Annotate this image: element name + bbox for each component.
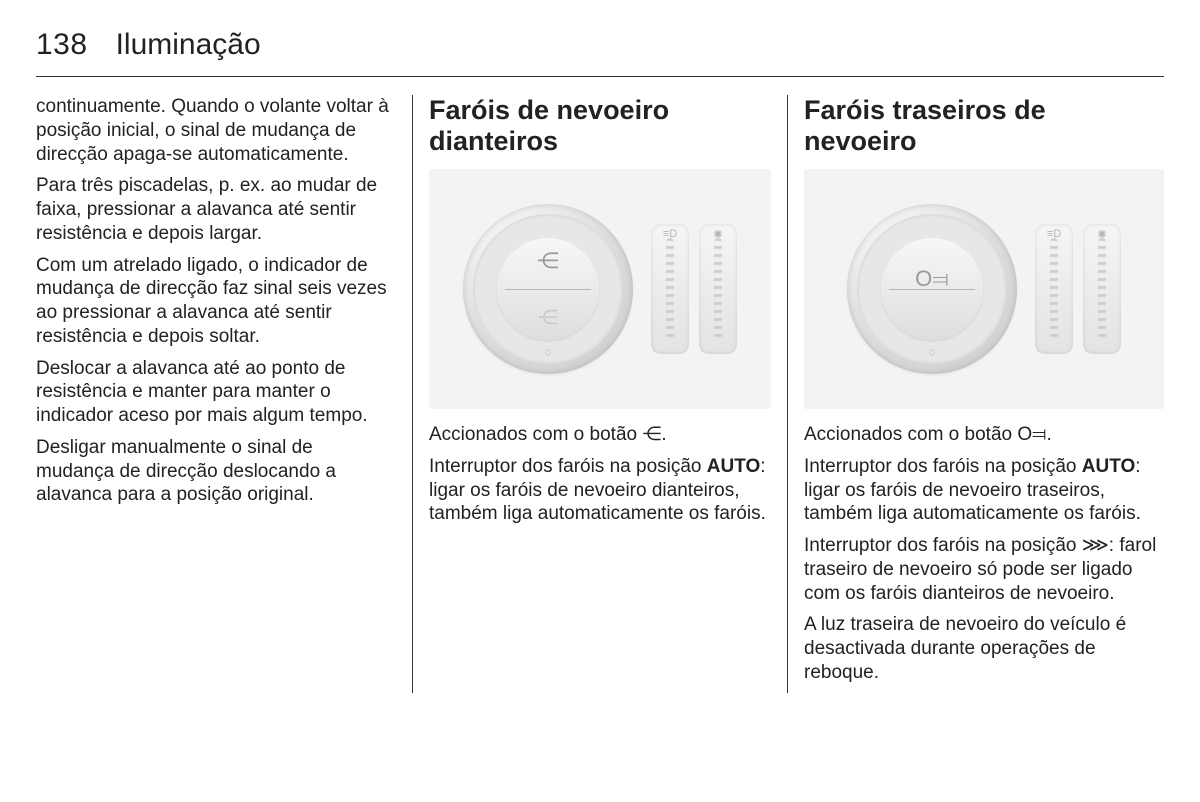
column-1: continuamente. Quando o volante voltar à… (36, 95, 412, 693)
text: Accionados com o botão (429, 424, 642, 445)
text: Interruptor dos faróis na posição (804, 535, 1082, 556)
body-paragraph: Desligar manualmente o sinal de mudança … (36, 436, 396, 507)
slider-group: ≡D ✺ (651, 224, 737, 354)
text: . (1046, 424, 1051, 445)
body-paragraph: Interruptor dos faróis na posição AUTO: … (429, 455, 771, 526)
page: 138 Iluminação continuamente. Quando o v… (0, 0, 1200, 802)
dimmer-slider: ✺ (699, 224, 737, 354)
text: Interruptor dos faróis na posição (804, 456, 1082, 477)
auto-label: AUTO (1082, 456, 1135, 477)
body-paragraph: Para três piscadelas, p. ex. ao mudar de… (36, 174, 396, 245)
body-paragraph: Interruptor dos faróis na posição AUTO: … (804, 455, 1164, 526)
text: . (661, 424, 666, 445)
dimmer-slider: ✺ (1083, 224, 1121, 354)
light-dial: AUTO ⋯ ≡D O⫤ ☼ (847, 204, 1017, 374)
brightness-icon: ☼ (543, 344, 554, 358)
rear-fog-icon: ⋲ (463, 305, 633, 330)
section-title: Iluminação (116, 28, 261, 62)
headlamp-level-slider: ≡D (1035, 224, 1073, 354)
headlamp-icon: ≡D (1035, 228, 1073, 240)
light-dial: AUTO ⋯ ≡D ⋲ ⋲ ☼ (463, 204, 633, 374)
front-fog-icon: ⋲ (463, 248, 633, 274)
body-paragraph: A luz traseira de nevoeiro do veículo é … (804, 613, 1164, 684)
rear-fog-icon: O⫤ (1017, 423, 1046, 447)
headlamp-icon: ≡D (651, 228, 689, 240)
columns: continuamente. Quando o volante voltar à… (36, 95, 1164, 693)
front-fog-icon: ⋲ (642, 423, 661, 447)
headlamp-level-slider: ≡D (651, 224, 689, 354)
illustration-rear-fog: AUTO ⋯ ≡D O⫤ ☼ ≡D ✺ (804, 169, 1164, 409)
heading-front-fog: Faróis de nevoeiro dianteiros (429, 95, 771, 157)
body-paragraph: continuamente. Quando o volante voltar à… (36, 95, 396, 166)
dimmer-icon: ✺ (699, 228, 737, 241)
auto-label: AUTO (707, 456, 760, 477)
body-paragraph: Deslocar a alavanca até ao ponto de resi… (36, 357, 396, 428)
heading-rear-fog: Faróis traseiros de nevoeiro (804, 95, 1164, 157)
dimmer-icon: ✺ (1083, 228, 1121, 241)
parking-light-icon: ⋙ (1082, 534, 1109, 558)
body-paragraph: Accionados com o botão ⋲. (429, 423, 771, 447)
body-paragraph: Accionados com o botão O⫤. (804, 423, 1164, 447)
body-paragraph: Com um atrelado ligado, o indicador de m… (36, 254, 396, 349)
brightness-icon: ☼ (927, 344, 938, 358)
text: Interruptor dos faróis na posição (429, 456, 707, 477)
body-paragraph: Interruptor dos faróis na posição ⋙: far… (804, 534, 1164, 605)
text: Accionados com o botão (804, 424, 1017, 445)
rear-fog-icon: O⫤ (847, 266, 1017, 292)
slider-group: ≡D ✺ (1035, 224, 1121, 354)
page-header: 138 Iluminação (36, 28, 1164, 77)
column-2: Faróis de nevoeiro dianteiros AUTO ⋯ ≡D … (412, 95, 788, 693)
page-number: 138 (36, 28, 88, 62)
column-3: Faróis traseiros de nevoeiro AUTO ⋯ ≡D O… (788, 95, 1164, 693)
illustration-front-fog: AUTO ⋯ ≡D ⋲ ⋲ ☼ ≡D ✺ (429, 169, 771, 409)
